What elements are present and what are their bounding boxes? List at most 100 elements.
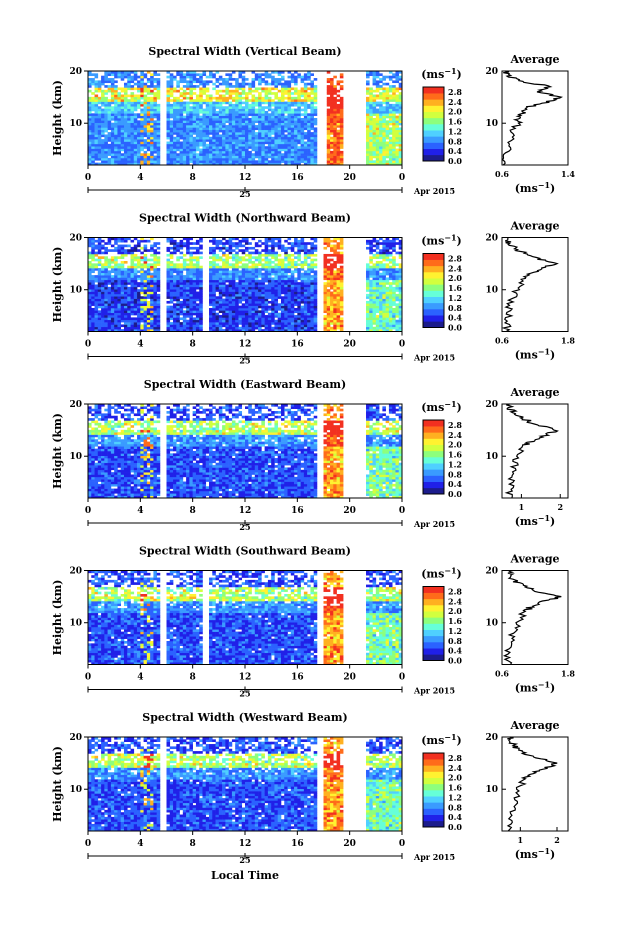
heatmap-cell (123, 312, 128, 316)
heatmap-cell (127, 99, 131, 102)
heatmap-cell (192, 153, 197, 156)
heatmap-cell (110, 291, 115, 295)
heatmap-cell (127, 326, 131, 330)
heatmap-cell (330, 143, 334, 147)
heatmap-cell (130, 71, 135, 74)
heatmap-cell (241, 132, 246, 135)
heatmap-cell (120, 261, 125, 264)
heatmap-cell (97, 80, 102, 84)
heatmap-cell (123, 125, 128, 128)
heatmap-cell (251, 101, 256, 105)
heatmap-cell (182, 286, 187, 290)
heatmap-cell (248, 108, 252, 112)
heatmap-cell (375, 125, 380, 128)
heatmap-cell (326, 125, 331, 128)
heatmap-cell (133, 303, 138, 306)
heatmap-cell (251, 110, 256, 114)
heatmap-cell (120, 268, 125, 271)
heatmap-cell (375, 162, 380, 166)
heatmap-cell (133, 134, 138, 138)
heatmap-cell (130, 239, 135, 243)
heatmap-cell (101, 284, 105, 288)
heatmap-cell (189, 148, 193, 152)
heatmap-cell (156, 261, 161, 264)
heatmap-cell (277, 129, 282, 133)
heatmap-cell (271, 286, 275, 290)
heatmap-cell (271, 310, 275, 313)
heatmap-cell (133, 308, 138, 311)
heatmap-cell (182, 118, 187, 121)
heatmap-cell (379, 157, 383, 161)
heatmap-cell (366, 101, 370, 105)
heatmap-cell (280, 122, 285, 126)
heatmap-cell (110, 139, 115, 142)
heatmap-cell (123, 253, 128, 257)
heatmap-cell (307, 148, 311, 152)
heatmap-cell (258, 251, 262, 255)
heatmap-cell (179, 275, 184, 278)
heatmap-cell (110, 244, 115, 248)
heatmap-cell (287, 129, 292, 133)
heatmap-cell (202, 132, 207, 135)
heatmap-cell (330, 82, 334, 86)
heatmap-cell (94, 125, 99, 128)
heatmap-cell (277, 329, 282, 332)
heatmap-cell (388, 113, 393, 116)
heatmap-cell (231, 162, 236, 166)
heatmap-cell (392, 73, 396, 76)
heatmap-cell (127, 132, 131, 135)
heatmap-cell (375, 157, 380, 161)
heatmap-cell (264, 99, 269, 102)
heatmap-cell (225, 249, 229, 252)
heatmap-cell (245, 296, 249, 299)
heatmap-cell (379, 92, 383, 95)
heatmap-cell (274, 242, 279, 245)
heatmap-cell (153, 263, 157, 266)
heatmap-cell (107, 263, 112, 266)
heatmap-cell (231, 153, 236, 156)
heatmap-cell (179, 108, 184, 112)
heatmap-cell (231, 103, 236, 107)
heatmap-cell (146, 78, 151, 81)
heatmap-cell (222, 160, 226, 163)
heatmap-cell (182, 289, 187, 292)
heatmap-cell (140, 162, 144, 166)
heatmap-cell (137, 310, 141, 313)
heatmap-cell (277, 122, 282, 126)
heatmap-cell (258, 87, 262, 91)
heatmap-cell (372, 134, 377, 138)
heatmap-cell (91, 322, 95, 325)
heatmap-cell (166, 253, 171, 257)
heatmap-cell (241, 146, 246, 149)
heatmap-cell (330, 85, 334, 88)
heatmap-cell (251, 282, 256, 285)
heatmap-cell (195, 286, 200, 290)
heatmap-cell (120, 136, 125, 140)
heatmap-cell (166, 249, 171, 252)
heatmap-cell (94, 157, 99, 161)
heatmap-cell (205, 113, 210, 116)
heatmap-cell (209, 270, 213, 274)
heatmap-cell (133, 78, 138, 81)
heatmap-cell (107, 300, 112, 304)
heatmap-cell (97, 87, 102, 91)
heatmap-cell (290, 155, 295, 159)
heatmap-cell (297, 99, 301, 102)
heatmap-cell (153, 71, 157, 74)
heatmap-cell (189, 329, 193, 332)
heatmap-cell (140, 136, 144, 140)
heatmap-cell (166, 279, 171, 283)
heatmap-cell (101, 129, 105, 133)
heatmap-cell (287, 150, 292, 154)
heatmap-cell (238, 239, 243, 243)
heatmap-cell (133, 150, 138, 154)
heatmap-cell (137, 87, 141, 91)
heatmap-cell (235, 110, 239, 114)
heatmap-cell (153, 315, 157, 318)
heatmap-cell (173, 244, 177, 248)
heatmap-cell (215, 324, 220, 328)
heatmap-cell (186, 242, 190, 245)
heatmap-cell (94, 251, 99, 255)
heatmap-cell (251, 71, 256, 74)
heatmap-cell (209, 129, 213, 133)
